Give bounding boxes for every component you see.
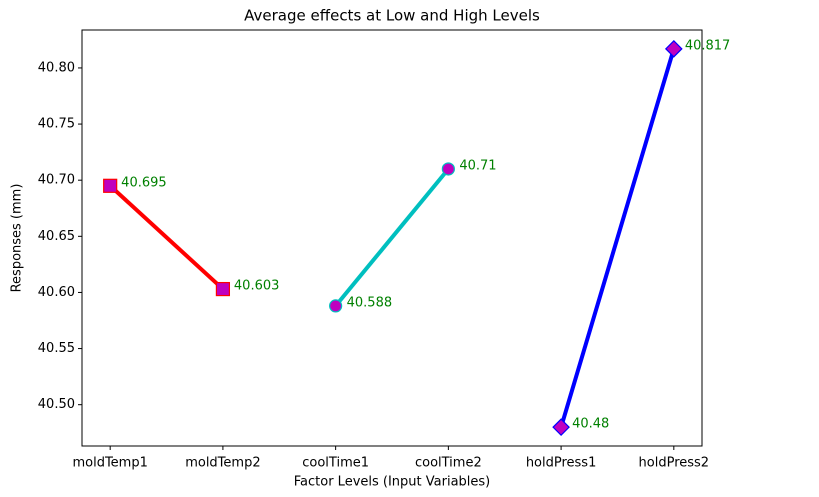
x-tick-label: moldTemp1	[72, 456, 147, 471]
y-axis-label: Responses (mm)	[10, 184, 25, 293]
x-tick-label: coolTime2	[415, 456, 482, 471]
series-line	[108, 184, 225, 291]
series-line	[334, 167, 450, 308]
y-tick-label: 40.50	[38, 397, 75, 412]
series-line	[559, 48, 676, 428]
y-tick-label: 40.60	[38, 285, 75, 300]
x-axis-label: Factor Levels (Input Variables)	[294, 475, 491, 490]
marker	[664, 40, 683, 58]
marker	[215, 281, 231, 297]
x-tick-label: moldTemp2	[185, 456, 260, 471]
data-label: 40.48	[572, 417, 609, 432]
marker	[552, 418, 570, 436]
y-tick-label: 40.75	[38, 117, 75, 132]
data-label: 40.71	[459, 158, 496, 173]
marker	[103, 178, 118, 193]
data-label: 40.603	[234, 279, 280, 294]
plot-frame	[81, 29, 703, 447]
y-tick-label: 40.70	[38, 173, 75, 188]
x-tick-label: coolTime1	[302, 456, 369, 471]
marker	[441, 162, 455, 176]
y-tick-label: 40.80	[38, 60, 75, 75]
marker	[329, 299, 343, 313]
data-label: 40.588	[347, 295, 393, 310]
x-tick-label: holdPress1	[526, 456, 597, 471]
y-tick-label: 40.55	[38, 341, 75, 356]
x-tick-label: holdPress2	[639, 456, 710, 471]
y-tick-label: 40.65	[38, 229, 75, 244]
data-label: 40.817	[685, 38, 731, 53]
chart-title: Average effects at Low and High Levels	[244, 7, 540, 25]
data-label: 40.695	[121, 175, 167, 190]
